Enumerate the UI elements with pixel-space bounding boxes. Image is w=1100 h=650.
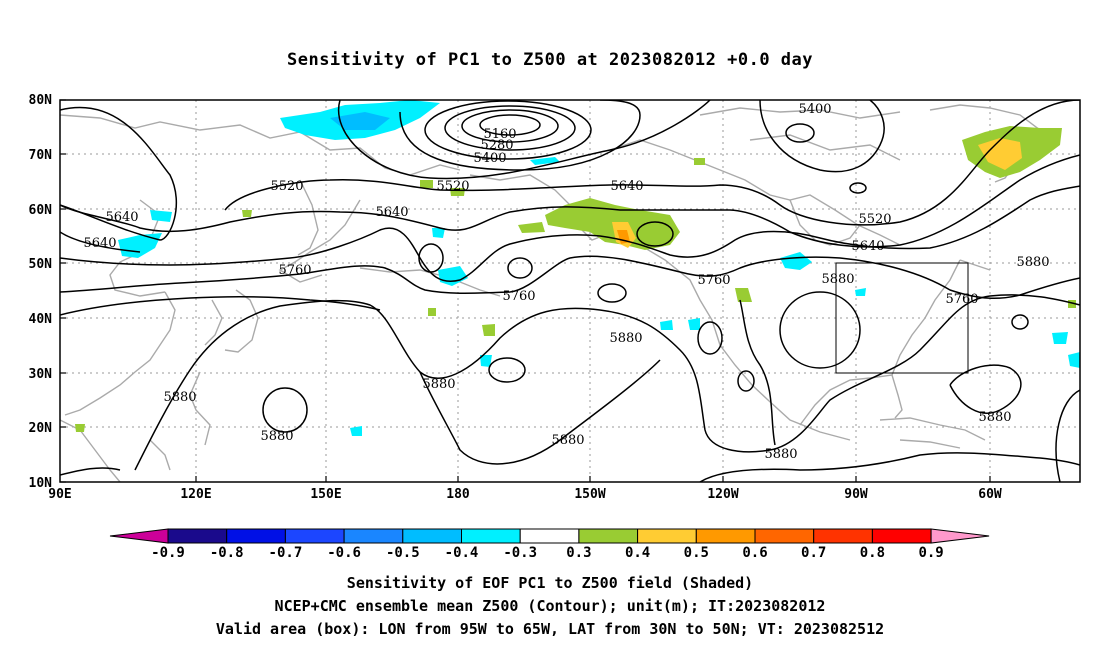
colorbar-label: -0.4 — [445, 545, 479, 561]
contour-label: 5880 — [609, 331, 642, 346]
contour-label: 5760 — [278, 263, 311, 278]
colorbar-label: 0.3 — [566, 545, 591, 561]
contour-label: 5160 — [483, 127, 516, 142]
contour-label: 5760 — [502, 289, 535, 304]
valid-area-box — [835, 262, 969, 374]
lat-label: 10N — [29, 476, 53, 491]
map-title: Sensitivity of PC1 to Z500 at 2023082012… — [286, 50, 813, 70]
contour-label: 5400 — [473, 151, 506, 166]
colorbar-swatch — [813, 528, 873, 544]
colorbar-label: -0.8 — [210, 545, 244, 561]
colorbar-swatch — [402, 528, 462, 544]
lon-label: 120W — [707, 487, 738, 502]
colorbar-low-extend — [109, 528, 169, 544]
colorbar-label: 0.7 — [801, 545, 826, 561]
contour-label: 5640 — [83, 236, 116, 251]
colorbar-swatch — [695, 528, 756, 544]
contour-label: 5520 — [858, 212, 891, 227]
contour-label: 5640 — [851, 239, 884, 254]
lat-label: 70N — [29, 148, 53, 163]
lon-label: 120E — [180, 487, 211, 502]
colorbar-swatch — [461, 528, 521, 544]
colorbar-swatch — [637, 528, 697, 544]
colorbar-swatch — [284, 528, 345, 544]
lon-label: 60W — [978, 487, 1002, 502]
colorbar-swatch — [578, 528, 639, 544]
coastlines — [60, 104, 1041, 482]
contour-label: 5760 — [697, 273, 730, 288]
colorbar-swatch — [343, 528, 404, 544]
contour-label: 5520 — [436, 179, 469, 194]
contour-label: 5880 — [260, 429, 293, 444]
caption-line-2: NCEP+CMC ensemble mean Z500 (Contour); u… — [274, 597, 826, 615]
contour-label: 5880 — [821, 272, 854, 287]
lon-label: 150W — [574, 487, 605, 502]
contour-label: 5880 — [1016, 255, 1049, 270]
contour-label: 5640 — [105, 210, 138, 225]
colorbar-swatch — [226, 528, 286, 544]
gridlines — [60, 100, 1080, 482]
contour-label: 5880 — [764, 447, 797, 462]
lat-label: 50N — [29, 257, 53, 272]
lon-label: 90W — [844, 487, 868, 502]
colorbar-label: -0.3 — [503, 545, 537, 561]
colorbar-label: -0.6 — [327, 545, 361, 561]
contour-label: 5880 — [422, 377, 455, 392]
lat-label: 40N — [29, 312, 53, 327]
colorbar-swatch — [167, 528, 228, 544]
colorbar-label: -0.7 — [269, 545, 303, 561]
contour-label: 5640 — [610, 179, 643, 194]
colorbar-label: 0.8 — [860, 545, 885, 561]
contour-label: 5400 — [798, 102, 831, 117]
caption-line-1: Sensitivity of EOF PC1 to Z500 field (Sh… — [346, 574, 754, 592]
colorbar-label: -0.9 — [151, 545, 185, 561]
colorbar-high-extend — [930, 528, 990, 544]
contour-label: 5760 — [945, 292, 978, 307]
colorbar-label: -0.5 — [386, 545, 420, 561]
colorbar-swatch — [519, 528, 580, 544]
contour-label: 5880 — [163, 390, 196, 405]
colorbar-label: 0.4 — [625, 545, 650, 561]
contour-label: 5880 — [551, 433, 584, 448]
colorbar-swatch — [754, 528, 815, 544]
lat-label: 20N — [29, 421, 53, 436]
colorbar-label: 0.9 — [918, 545, 943, 561]
lat-label: 80N — [29, 93, 53, 108]
sensitivity-shading — [75, 100, 1080, 436]
lon-label: 90E — [48, 487, 71, 502]
colorbar-label: 0.6 — [742, 545, 767, 561]
plot-frame — [59, 99, 1081, 483]
lat-label: 30N — [29, 367, 53, 382]
contour-label: 5640 — [375, 205, 408, 220]
sensitivity-map: 80N 70N 60N 50N 40N 30N 20N 10N 90E 120E… — [29, 93, 1081, 561]
lat-label: 60N — [29, 203, 53, 218]
z500-contours — [60, 100, 1080, 482]
lon-label: 180 — [446, 487, 470, 502]
colorbar-swatch — [871, 528, 932, 544]
lon-label: 150E — [310, 487, 341, 502]
caption-line-3: Valid area (box): LON from 95W to 65W, L… — [215, 620, 885, 638]
contour-label: 5520 — [270, 179, 303, 194]
colorbar: -0.9 -0.8 -0.7 -0.6 -0.5 -0.4 -0.3 0.3 0.4 0.5 0.6… — [109, 528, 990, 561]
contour-label: 5880 — [978, 410, 1011, 425]
colorbar-label: 0.5 — [684, 545, 709, 561]
contour-label: 5280 — [480, 138, 513, 153]
